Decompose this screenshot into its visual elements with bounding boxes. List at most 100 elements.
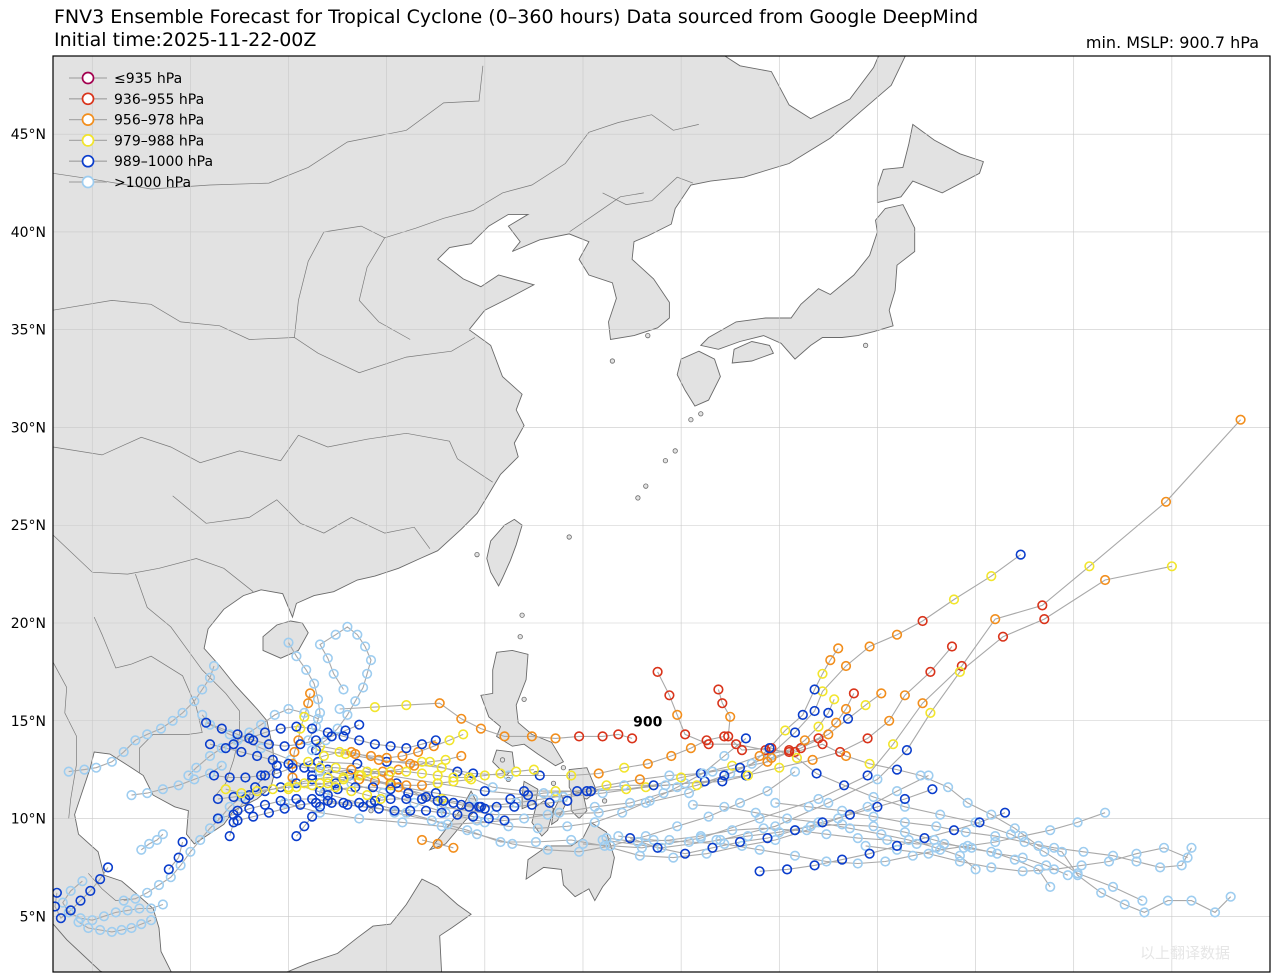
track-point xyxy=(65,885,76,897)
track-point xyxy=(742,830,754,842)
track-point xyxy=(416,768,428,779)
track-point xyxy=(303,698,314,709)
track-point xyxy=(730,739,742,750)
track-point xyxy=(326,797,337,809)
track-point xyxy=(605,840,616,852)
track-point xyxy=(479,770,490,781)
track-point xyxy=(530,836,542,848)
small-island xyxy=(560,765,567,771)
small-island xyxy=(517,634,523,640)
track-point xyxy=(291,721,302,732)
track-point xyxy=(997,631,1009,642)
track-point xyxy=(401,766,412,777)
track-point xyxy=(844,809,856,820)
track-point xyxy=(927,784,938,795)
track-point xyxy=(1154,862,1166,873)
track-point xyxy=(375,793,386,805)
track-point xyxy=(526,799,538,810)
track-line xyxy=(188,708,319,776)
track-point xyxy=(507,838,518,850)
track-point xyxy=(118,746,129,758)
track-point xyxy=(318,750,330,762)
track-point xyxy=(358,682,369,693)
track-point xyxy=(789,766,801,777)
track-point xyxy=(236,787,247,799)
track-point xyxy=(528,764,540,775)
track-line xyxy=(217,776,472,800)
track-point xyxy=(986,862,997,873)
small-island xyxy=(474,551,480,558)
track-point xyxy=(864,758,875,769)
track-point xyxy=(719,750,730,762)
track-point xyxy=(322,653,333,664)
track-point xyxy=(668,852,679,863)
track-point xyxy=(899,827,911,838)
legend-label: ≤935 hPa xyxy=(114,71,182,87)
track-point xyxy=(354,813,365,824)
track-point xyxy=(360,641,371,652)
track-point xyxy=(532,823,543,834)
track-point xyxy=(589,801,600,812)
track-point xyxy=(695,830,706,842)
track-point xyxy=(740,733,752,744)
small-island xyxy=(566,534,572,540)
legend-label: >1000 hPa xyxy=(114,175,191,191)
track-point xyxy=(365,750,377,762)
track-point xyxy=(385,741,396,752)
track-point xyxy=(362,789,373,801)
track-point xyxy=(201,717,212,728)
track-point xyxy=(868,791,879,803)
track-point xyxy=(1162,895,1173,906)
track-point xyxy=(279,803,290,814)
track-point xyxy=(1160,496,1172,507)
track-point xyxy=(224,801,235,812)
ensemble-track xyxy=(68,665,215,773)
track-point xyxy=(601,780,612,791)
track-point xyxy=(1017,866,1028,877)
track-point xyxy=(781,864,793,875)
track-point xyxy=(664,770,675,781)
track-point xyxy=(110,907,121,918)
track-point xyxy=(697,768,708,779)
track-point xyxy=(840,660,852,672)
track-point xyxy=(1139,907,1150,918)
latitude-label: 15°N xyxy=(11,714,46,730)
track-point xyxy=(397,750,408,762)
track-point xyxy=(401,742,412,754)
small-island xyxy=(662,458,669,464)
track-point xyxy=(573,846,585,857)
track-point xyxy=(758,823,769,834)
track-point xyxy=(224,772,235,783)
track-point xyxy=(183,770,194,781)
track-point xyxy=(795,742,807,754)
track-point xyxy=(719,731,730,742)
track-point xyxy=(136,918,147,930)
small-island xyxy=(635,495,641,501)
track-point xyxy=(550,733,561,744)
track-point xyxy=(322,778,333,789)
border-line xyxy=(384,114,699,239)
track-point xyxy=(762,785,773,797)
border-line xyxy=(135,573,240,796)
track-point xyxy=(658,787,669,799)
track-point xyxy=(817,817,828,828)
track-point xyxy=(644,795,655,807)
track-point xyxy=(817,668,828,679)
track-point xyxy=(656,842,667,853)
track-point xyxy=(307,811,318,822)
legend-item: 936–955 hPa xyxy=(69,92,204,108)
track-point xyxy=(432,795,443,807)
ensemble-track xyxy=(288,642,321,741)
track-point xyxy=(240,772,251,783)
track-point xyxy=(701,735,712,746)
track-point xyxy=(613,830,624,842)
track-point xyxy=(326,731,337,742)
track-point xyxy=(509,801,520,812)
track-point xyxy=(803,801,814,812)
track-point xyxy=(126,789,137,801)
track-line xyxy=(296,769,534,788)
track-point xyxy=(338,684,349,695)
track-point xyxy=(1096,887,1107,898)
track-point xyxy=(632,836,644,848)
track-point xyxy=(342,799,353,810)
